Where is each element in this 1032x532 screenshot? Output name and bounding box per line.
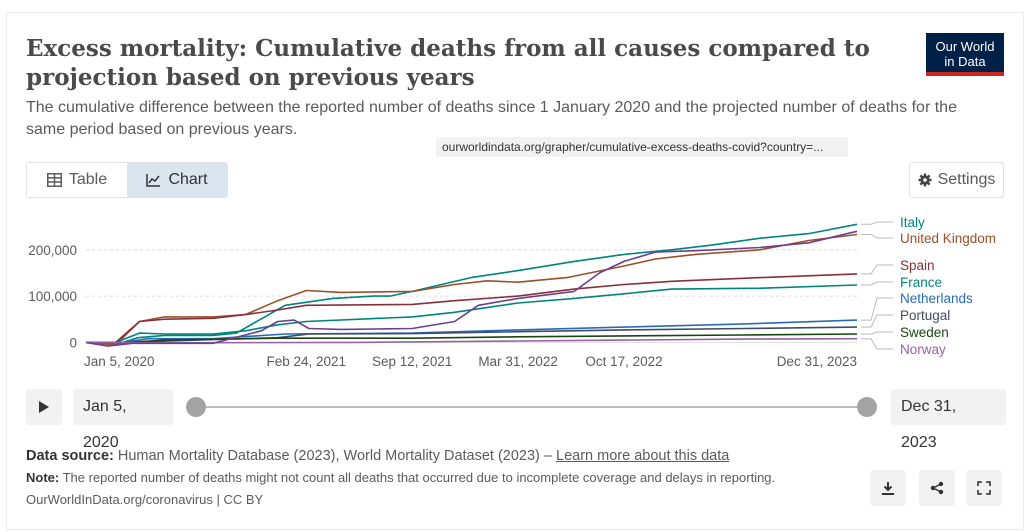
timeline: Jan 5, 2020 Dec 31, 2023 [26, 389, 1006, 451]
legend-leader-line [861, 281, 893, 286]
download-button[interactable] [870, 470, 906, 506]
data-source-prefix: Data source: [26, 448, 114, 464]
legend-leader-line [861, 264, 893, 275]
series-line [85, 223, 858, 346]
series-line [86, 284, 858, 344]
chart-subtitle: The cumulative difference between the re… [26, 99, 957, 138]
line-chart: 0 100,000 200,000 Jan 5, 2020 Feb 24, 2021 Se… [28, 215, 996, 369]
x-tick-label: Feb 24, 2021 [266, 354, 346, 369]
download-icon [882, 482, 894, 495]
gear-icon [918, 173, 932, 187]
x-tick-label: Jan 5, 2020 [84, 354, 155, 369]
legend-label: United Kingdom [900, 231, 996, 246]
line-chart-icon [146, 174, 161, 187]
view-tabs: Table Chart [26, 162, 228, 198]
note-prefix: Note: [26, 470, 60, 485]
note-text: The reported number of deaths might not … [62, 470, 776, 485]
tab-chart-label: Chart [168, 171, 208, 188]
settings-button[interactable]: Settings [909, 162, 1004, 198]
fullscreen-button[interactable] [966, 470, 1002, 506]
legend-label: Spain [900, 258, 935, 273]
share-icon [930, 481, 944, 495]
x-tick-label: Dec 31, 2023 [777, 354, 857, 369]
tab-table[interactable]: Table [27, 163, 127, 197]
note-line: Note: The reported number of deaths migh… [26, 467, 856, 489]
y-tick-label: 100,000 [28, 289, 77, 304]
chart-footer: Data source: Human Mortality Database (2… [26, 445, 856, 511]
owid-logo[interactable]: Our World in Data [926, 33, 1004, 76]
timeline-start-date[interactable]: Jan 5, 2020 [73, 389, 173, 451]
legend-leader-line [861, 314, 893, 328]
y-tick-label: 200,000 [28, 243, 77, 258]
x-tick-label: Mar 31, 2022 [478, 354, 558, 369]
legend-leader-line [861, 297, 893, 321]
legend-label: France [900, 275, 942, 290]
legend-label: Netherlands [900, 291, 973, 306]
series-line [86, 326, 858, 344]
legend-leader-line [861, 234, 893, 239]
y-tick-label: 0 [69, 335, 77, 350]
share-button[interactable] [919, 470, 955, 506]
tab-table-label: Table [68, 171, 108, 188]
x-tick-label: Oct 17, 2022 [585, 354, 662, 369]
series-line [85, 233, 858, 346]
x-tick-label: Sep 12, 2021 [372, 354, 452, 369]
legend-label: Italy [900, 215, 925, 230]
legend-leader-line [861, 331, 893, 335]
series-line [86, 273, 858, 344]
table-icon [46, 173, 62, 187]
timeline-track[interactable] [196, 406, 868, 408]
timeline-end-handle[interactable] [857, 397, 877, 417]
data-source-line: Data source: Human Mortality Database (2… [26, 445, 856, 467]
legend-label: Portugal [900, 308, 950, 323]
legend-leader-line [861, 338, 893, 350]
play-icon [39, 401, 49, 413]
learn-more-link[interactable]: Learn more about this data [556, 448, 730, 464]
play-button[interactable] [26, 389, 62, 425]
url-tooltip: ourworldindata.org/grapher/cumulative-ex… [436, 137, 848, 157]
citation[interactable]: OurWorldInData.org/coronavirus | CC BY [26, 492, 264, 507]
legend-label: Sweden [900, 325, 949, 340]
legend-label: Norway [900, 342, 946, 357]
legend-leader-line [861, 221, 893, 225]
logo-line-1: Our World [935, 39, 995, 54]
timeline-end-date[interactable]: Dec 31, 2023 [891, 389, 1006, 451]
timeline-start-handle[interactable] [186, 397, 206, 417]
chart-title: Excess mortality: Cumulative deaths from… [26, 35, 870, 91]
tab-chart[interactable]: Chart [127, 163, 227, 197]
series-line [85, 230, 858, 347]
settings-label: Settings [937, 171, 996, 188]
fullscreen-icon [977, 481, 991, 495]
data-source-text: Human Mortality Database (2023), World M… [117, 448, 552, 464]
logo-line-2: in Data [944, 54, 986, 69]
